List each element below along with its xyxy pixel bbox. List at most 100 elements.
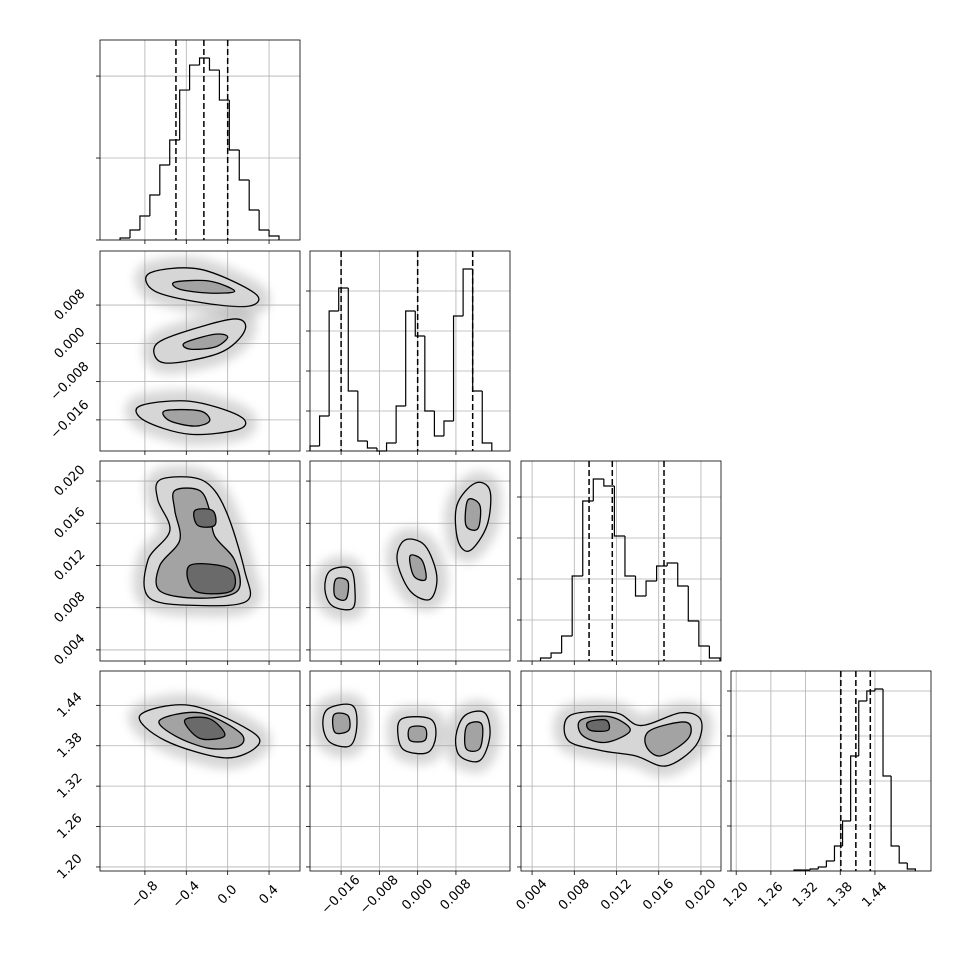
density-contour [186, 563, 237, 595]
histogram-step [906, 862, 916, 871]
panel-frame [520, 460, 722, 662]
y-tick-label: 0.016 [52, 505, 89, 542]
histogram-step [433, 411, 444, 437]
histogram-step [366, 441, 377, 449]
histogram-step [898, 845, 908, 864]
histogram-step [414, 311, 425, 337]
panel [517, 460, 722, 665]
histogram-step [613, 486, 625, 537]
density-contour [172, 279, 236, 294]
density [553, 700, 713, 778]
histogram-step [228, 100, 240, 151]
y-tick-label: 0.012 [52, 547, 89, 584]
y-tick-label: −0.008 [48, 359, 93, 404]
y-tick-label: 1.38 [54, 730, 85, 761]
histogram-step [472, 269, 483, 392]
histogram-step [539, 657, 552, 661]
density [125, 256, 270, 446]
histogram-step [481, 391, 493, 451]
histogram-step [149, 194, 160, 216]
y-tick-label: 0.000 [52, 325, 89, 362]
histogram-step [656, 565, 668, 582]
histogram-step [624, 535, 636, 577]
histogram-step [882, 689, 892, 777]
histogram-step [318, 415, 330, 446]
density-contour [183, 716, 226, 741]
density-contour [162, 408, 211, 427]
histogram-step [129, 229, 140, 239]
panel-frame [99, 250, 301, 452]
panel-frame [730, 670, 932, 872]
histogram-step [139, 215, 150, 230]
x-tick-label: 1.20 [721, 879, 752, 910]
histogram-step [452, 315, 464, 421]
x-tick-label: 0.004 [514, 877, 551, 914]
histogram-step [328, 310, 339, 416]
density [133, 465, 262, 617]
histogram-step [687, 586, 699, 622]
histogram-step [424, 336, 435, 412]
histogram-step [169, 139, 180, 165]
histogram-step [841, 820, 851, 846]
x-tick-label: −0.016 [319, 873, 364, 918]
histogram-step [561, 635, 573, 654]
y-tick-label: 1.26 [54, 811, 85, 842]
histogram-step [817, 866, 827, 870]
histogram-step [248, 180, 260, 211]
panel [517, 670, 722, 875]
histogram-step [268, 230, 280, 240]
y-tick-label: 0.008 [52, 287, 89, 324]
x-tick-label: 0.008 [556, 877, 593, 914]
x-tick-label: 0.016 [640, 877, 677, 914]
y-tick-label: 1.20 [54, 851, 85, 882]
histogram-step [309, 445, 320, 451]
panel [306, 670, 511, 875]
panel-frame [99, 670, 301, 872]
histogram-step [550, 652, 562, 659]
panel-frame [99, 460, 301, 662]
y-tick-label: 0.004 [52, 631, 89, 668]
histogram-step [179, 89, 190, 140]
histogram-step [866, 690, 875, 701]
x-tick-label: 1.44 [859, 879, 890, 910]
histogram-step [592, 478, 604, 502]
x-tick-label: 1.26 [755, 879, 786, 910]
x-tick-label: −0.8 [128, 879, 161, 912]
histogram-step [708, 645, 721, 661]
panel-frame [309, 460, 511, 662]
histogram-step [890, 775, 900, 847]
panel-frame [309, 250, 511, 452]
x-tick-label: 0.4 [256, 882, 281, 907]
histogram-step [405, 310, 416, 406]
histogram-step [347, 288, 358, 392]
density-contour [644, 721, 692, 757]
histogram-step [582, 500, 594, 577]
density-contour [463, 721, 484, 753]
x-tick-label: −0.4 [170, 879, 203, 912]
panel [96, 250, 301, 455]
x-tick-label: 0.012 [598, 877, 635, 914]
y-tick-label: 0.020 [52, 463, 89, 500]
histogram-step [833, 845, 843, 862]
histogram-step [571, 575, 583, 636]
histogram-step [677, 563, 689, 587]
histogram-step [666, 562, 678, 567]
histogram-step [634, 576, 647, 597]
histogram-step [238, 150, 250, 181]
panel-frame [309, 670, 511, 872]
histogram-step [850, 755, 859, 821]
histogram-step [443, 420, 454, 436]
panel [306, 250, 511, 455]
histogram-step [385, 442, 397, 451]
histogram-step [645, 580, 657, 597]
panel-frame [99, 39, 301, 241]
histogram-step [858, 700, 867, 756]
histogram-step [825, 860, 835, 867]
histogram-step [189, 64, 200, 91]
x-tick-label: 0.008 [437, 877, 474, 914]
panel [96, 460, 301, 665]
density-contour [182, 333, 229, 351]
y-tick-label: −0.016 [48, 398, 93, 443]
y-tick-label: 1.44 [54, 690, 85, 721]
